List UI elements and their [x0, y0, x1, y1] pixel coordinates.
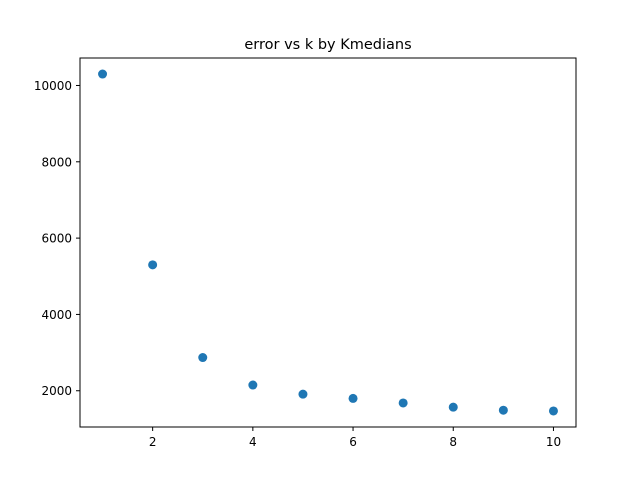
data-point — [148, 260, 158, 270]
data-point — [198, 353, 208, 363]
chart-title: error vs k by Kmedians — [244, 37, 411, 53]
x-axis: 2 4 6 8 10 — [149, 427, 561, 449]
data-point — [98, 69, 108, 79]
data-point — [248, 380, 258, 390]
x-tick-label: 2 — [149, 435, 157, 449]
data-point — [498, 405, 508, 415]
data-point — [398, 398, 408, 408]
y-tick-label: 10000 — [34, 79, 72, 93]
y-tick-label: 2000 — [41, 384, 72, 398]
x-tick-label: 8 — [449, 435, 457, 449]
data-point — [548, 406, 558, 416]
y-tick-label: 8000 — [41, 155, 72, 169]
x-tick-label: 10 — [546, 435, 561, 449]
y-tick-label: 4000 — [41, 308, 72, 322]
x-tick-label: 4 — [249, 435, 257, 449]
y-axis: 2000 4000 6000 8000 10000 — [34, 79, 80, 398]
plot-frame — [79, 57, 577, 428]
x-tick-label: 6 — [349, 435, 357, 449]
data-point — [448, 402, 458, 412]
data-point — [298, 389, 308, 399]
data-point — [348, 393, 358, 403]
y-tick-label: 6000 — [41, 232, 72, 246]
data-points — [98, 69, 558, 416]
